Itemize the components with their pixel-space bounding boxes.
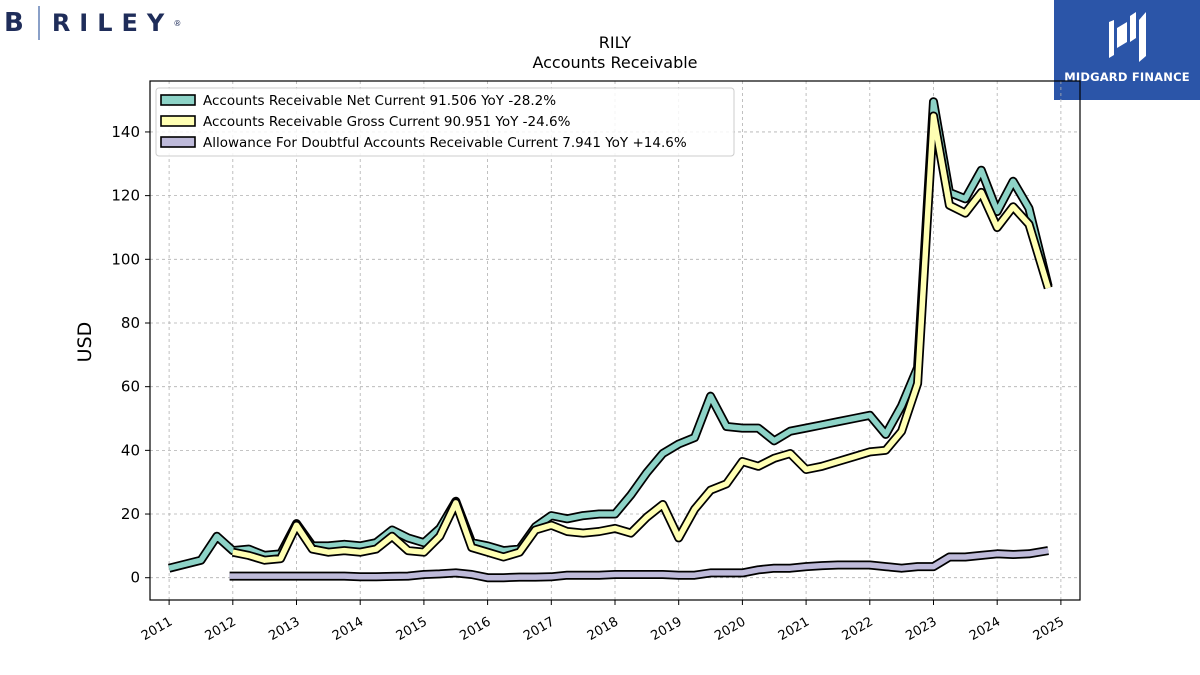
b-riley-logo: B RILEY ® — [4, 4, 181, 42]
x-tick-label: 2018 — [585, 614, 621, 644]
legend: Accounts Receivable Net Current 91.506 Y… — [155, 87, 735, 157]
y-tick-label: 20 — [121, 505, 140, 523]
midgard-finance-logo: MIDGARD FINANCE — [1054, 0, 1200, 100]
series-layer — [168, 97, 1053, 583]
x-tick-label: 2021 — [776, 614, 812, 644]
logo-divider — [37, 6, 40, 40]
x-tick-label: 2022 — [840, 614, 876, 644]
registered-mark: ® — [173, 18, 182, 28]
series-line — [229, 547, 1049, 581]
y-tick-label: 60 — [121, 378, 140, 396]
series-3 — [229, 546, 1049, 583]
x-tick-label: 2019 — [649, 614, 685, 644]
y-tick-label: 0 — [130, 569, 140, 587]
x-tick-label: 2025 — [1031, 614, 1067, 644]
y-tick-label: 40 — [121, 441, 140, 459]
logo-letter-b: B — [4, 8, 24, 38]
midgard-finance-name: MIDGARD FINANCE — [1064, 70, 1190, 84]
x-axis: 2011 2012 2013 2014 2015 2016 2017 2018 2019 2020… — [139, 600, 1067, 644]
legend-label: Accounts Receivable Net Current 91.506 Y… — [203, 93, 556, 109]
series-2 — [231, 111, 1053, 565]
midgard-monogram-icon — [1109, 12, 1146, 62]
series-line — [232, 113, 1051, 563]
legend-swatch — [160, 94, 196, 106]
y-axis-label: USD — [74, 322, 96, 363]
y-tick-label: 140 — [111, 123, 140, 141]
y-tick-label: 100 — [111, 250, 140, 268]
y-axis: 0 20 40 60 80 100 120 140 — [111, 123, 150, 587]
x-tick-label: 2014 — [330, 614, 366, 644]
x-tick-label: 2011 — [139, 614, 175, 644]
x-tick-label: 2015 — [394, 614, 430, 644]
y-tick-label: 120 — [111, 187, 140, 205]
x-tick-label: 2023 — [903, 614, 939, 644]
legend-swatch — [160, 136, 196, 148]
series-line-outline — [231, 111, 1053, 565]
y-tick-label: 80 — [121, 314, 140, 332]
x-tick-label: 2020 — [712, 614, 748, 644]
x-tick-label: 2016 — [457, 614, 493, 644]
legend-label: Accounts Receivable Gross Current 90.951… — [203, 114, 571, 130]
chart-title: RILY — [599, 33, 632, 52]
x-tick-label: 2013 — [266, 614, 302, 644]
legend-label: Allowance For Doubtful Accounts Receivab… — [203, 135, 687, 151]
chart-subtitle: Accounts Receivable — [532, 53, 697, 72]
legend-swatch — [160, 115, 196, 127]
legend-box — [155, 87, 735, 157]
logo-word: RILEY — [51, 9, 174, 37]
series-line — [168, 98, 1051, 571]
x-tick-label: 2024 — [967, 614, 1003, 644]
series-1 — [168, 97, 1053, 573]
x-tick-label: 2012 — [203, 614, 239, 644]
x-tick-label: 2017 — [521, 614, 557, 644]
